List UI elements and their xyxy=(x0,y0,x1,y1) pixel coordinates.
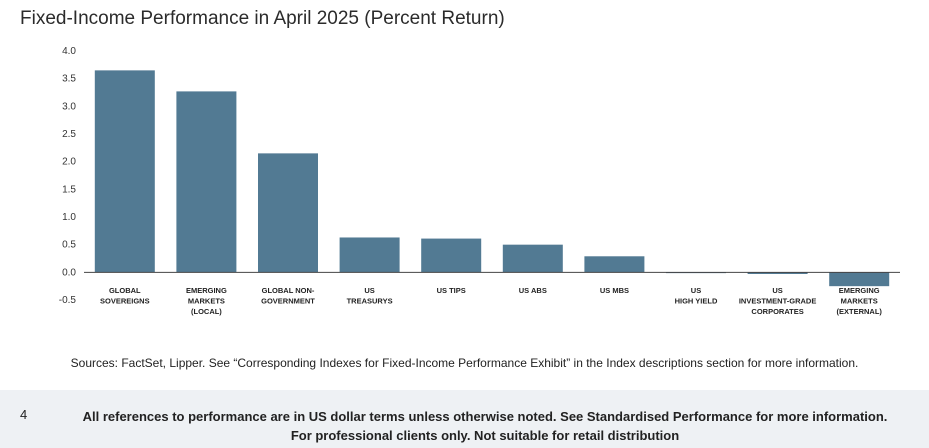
y-tick-label: 0.5 xyxy=(62,240,76,251)
y-tick-label: 3.0 xyxy=(62,101,76,112)
category-label: TREASURYS xyxy=(347,297,393,306)
page-footer: 4 All references to performance are in U… xyxy=(0,390,929,448)
category-label: US xyxy=(772,286,782,295)
category-label: EMERGING xyxy=(839,286,880,295)
category-label: INVESTMENT-GRADE xyxy=(739,297,817,306)
y-tick-label: 0.0 xyxy=(62,267,76,278)
category-label: MARKETS xyxy=(841,297,878,306)
bar-chart: 4.0 3.5 3.0 2.5 2.0 1.5 1.0 0.5 0.0 -0.5 GLOBAL SOV… xyxy=(59,46,900,316)
bar xyxy=(747,272,808,274)
category-label: (EXTERNAL) xyxy=(836,307,882,316)
bar xyxy=(584,256,645,273)
disclaimer-line-2: For professional clients only. Not suita… xyxy=(290,428,680,443)
bar xyxy=(339,237,400,273)
category-label: CORPORATES xyxy=(751,307,803,316)
y-tick-label: 1.5 xyxy=(62,184,76,195)
category-label: (LOCAL) xyxy=(191,307,222,316)
chart-panel: Fixed-Income Performance in April 2025 (… xyxy=(20,8,900,370)
y-tick-label: 4.0 xyxy=(62,46,76,57)
category-label: US xyxy=(691,286,701,295)
category-label: GOVERNMENT xyxy=(261,297,315,306)
page-number: 4 xyxy=(20,407,28,422)
y-tick-label: 2.0 xyxy=(62,157,76,168)
category-label: GLOBAL xyxy=(109,286,141,295)
chart-title: Fixed-Income Performance in April 2025 (… xyxy=(20,8,505,29)
category-label: GLOBAL NON- xyxy=(262,286,315,295)
category-label: SOVEREIGNS xyxy=(100,297,150,306)
y-tick-label: 2.5 xyxy=(62,129,76,140)
bar xyxy=(502,244,563,273)
bar xyxy=(176,91,237,273)
y-tick-label: -0.5 xyxy=(59,295,77,306)
sources-note: Sources: FactSet, Lipper. See “Correspon… xyxy=(70,356,859,370)
disclaimer-line-1: All references to performance are in US … xyxy=(82,409,888,424)
category-label: HIGH YIELD xyxy=(675,297,718,306)
bar xyxy=(829,272,890,287)
y-tick-label: 3.5 xyxy=(62,74,76,85)
bar xyxy=(421,238,482,273)
bar xyxy=(258,153,318,273)
category-label: US xyxy=(364,286,374,295)
category-label: US MBS xyxy=(600,286,629,295)
category-label: EMERGING xyxy=(186,286,227,295)
bar xyxy=(94,70,155,273)
category-label: US TIPS xyxy=(437,286,466,295)
category-label: MARKETS xyxy=(188,297,225,306)
disclaimer: All references to performance are in US … xyxy=(60,407,910,445)
y-tick-label: 1.0 xyxy=(62,212,76,223)
category-label: US ABS xyxy=(519,286,547,295)
